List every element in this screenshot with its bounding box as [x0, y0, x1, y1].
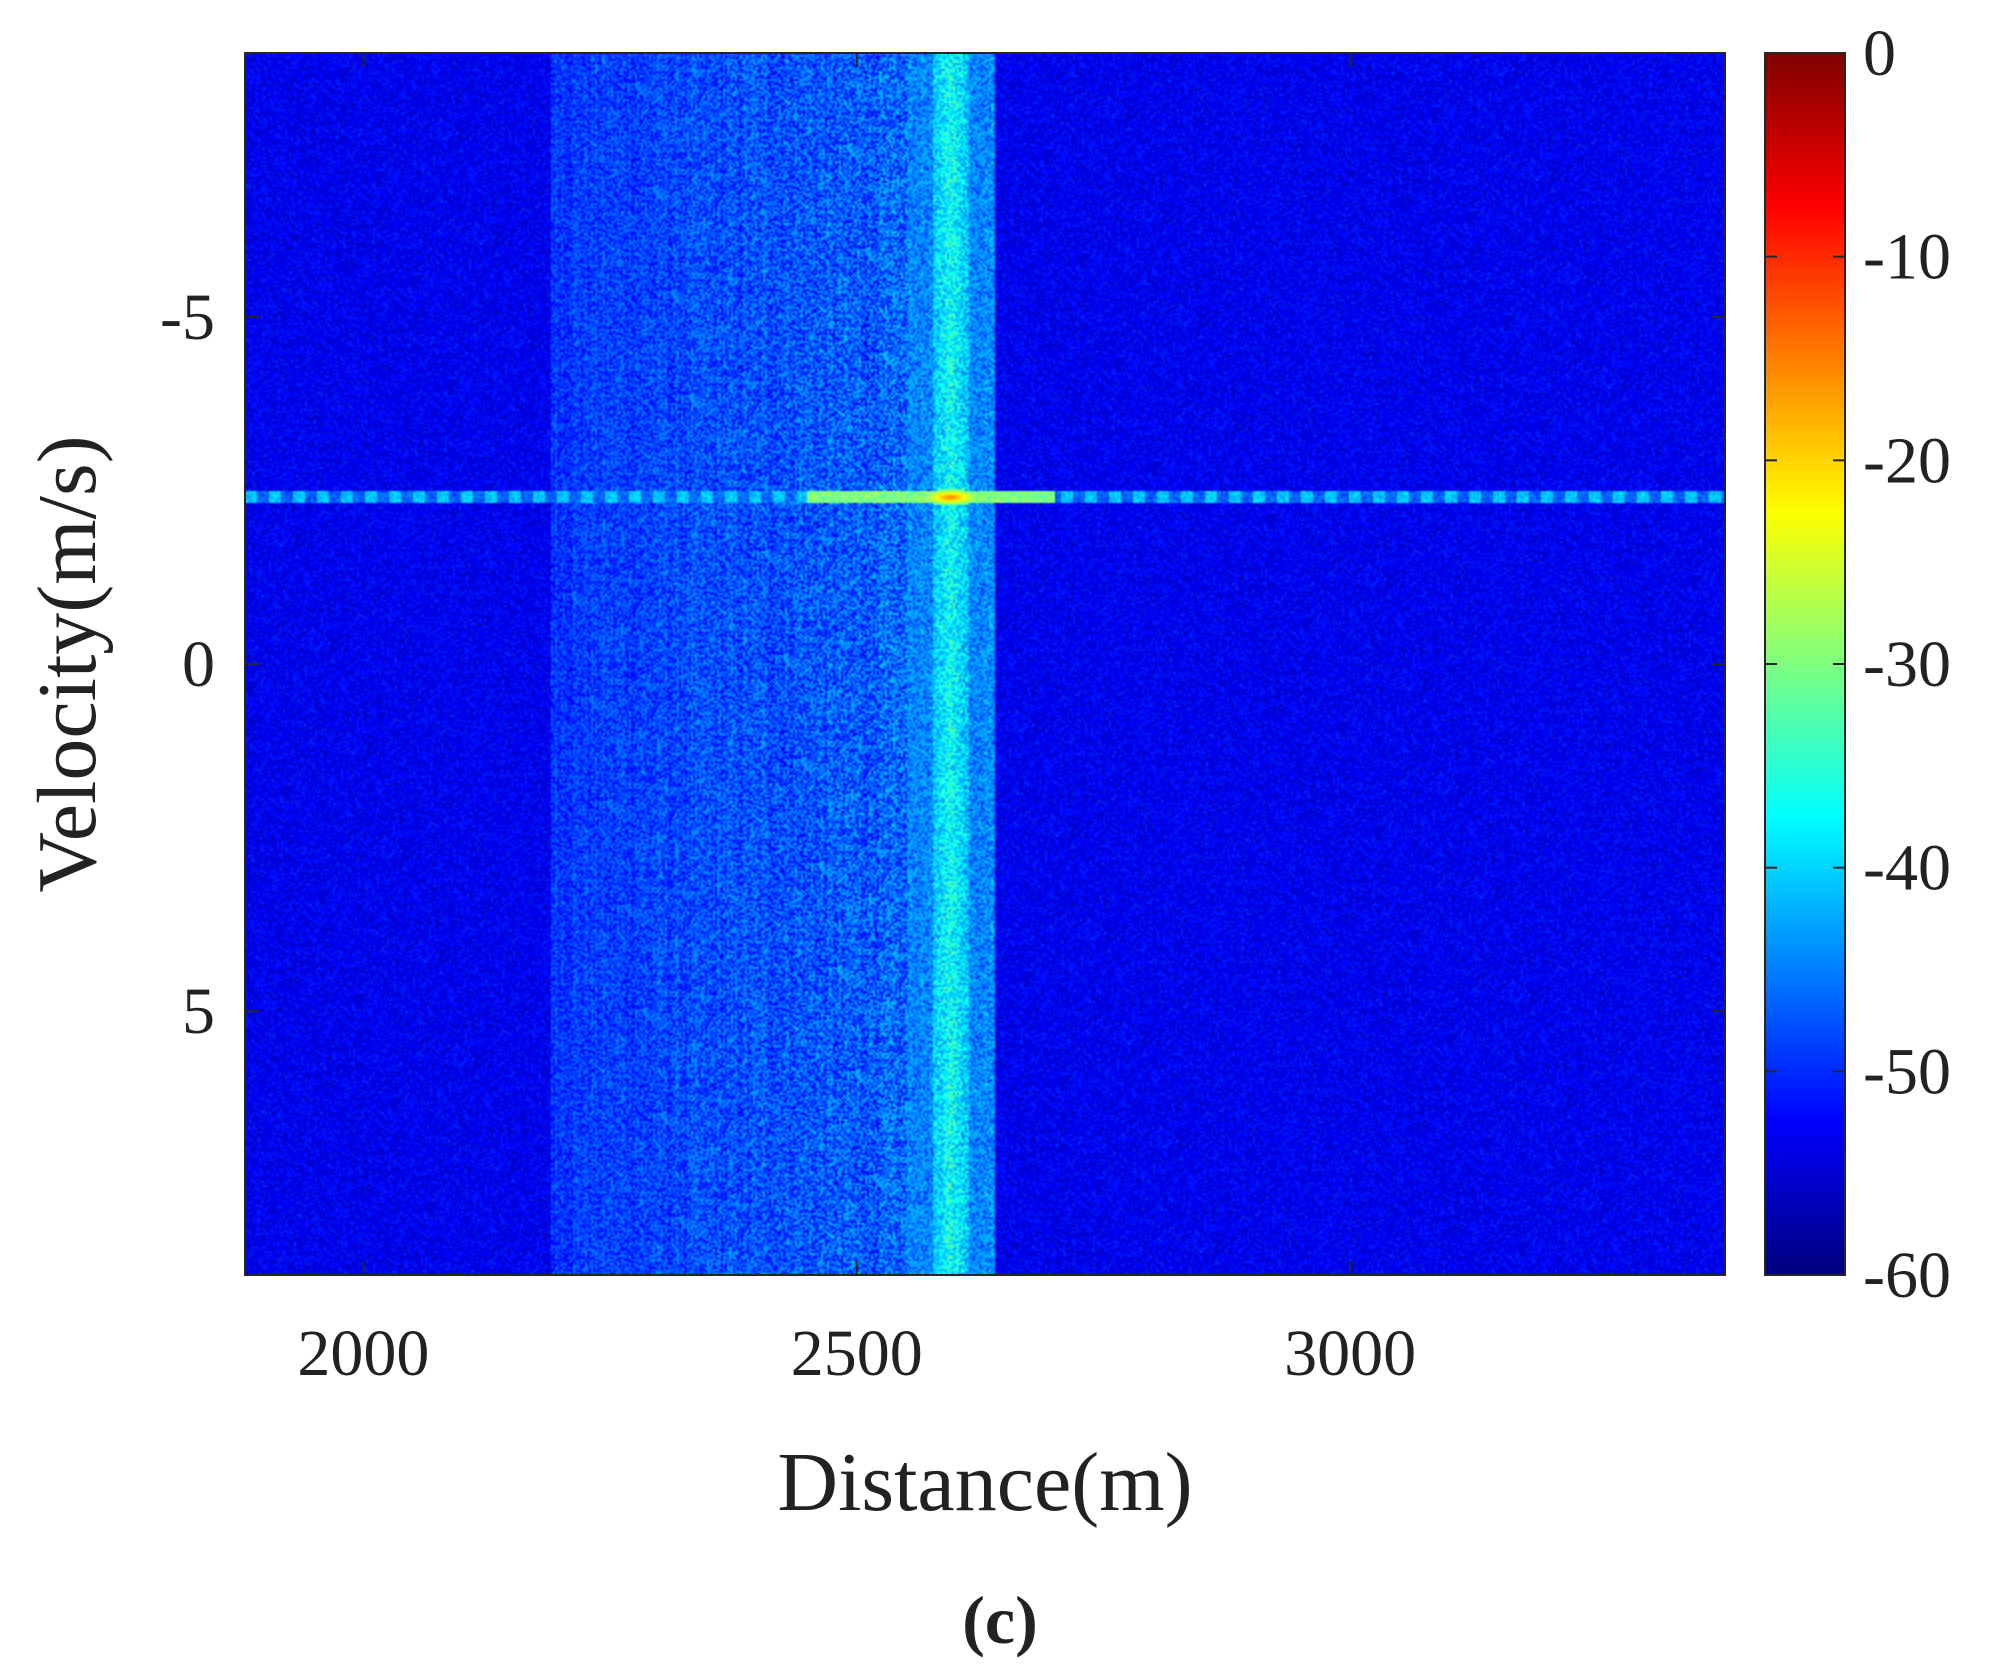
colorbar-tick-label: -60: [1863, 1239, 1951, 1312]
colorbar: [1765, 53, 1845, 1275]
colorbar-tick-label: -10: [1863, 221, 1951, 294]
x-tick-label: 2500: [791, 1317, 923, 1390]
y-axis-label: Velocity(m/s): [21, 435, 114, 892]
plot-frame: [244, 52, 1726, 1276]
panel-caption: (c): [962, 1582, 1037, 1658]
x-axis-label: Distance(m): [777, 1436, 1192, 1529]
colorbar-tick-label: -50: [1863, 1035, 1951, 1108]
colorbar-tick-label: -40: [1863, 832, 1951, 905]
colorbar-tick-label: -20: [1863, 424, 1951, 497]
x-tick-label: 2000: [297, 1317, 429, 1390]
axis-ticks: [245, 52, 1845, 1276]
y-tick-label: 5: [182, 975, 215, 1048]
y-tick-label: -5: [160, 281, 215, 354]
y-tick-label: 0: [182, 628, 215, 701]
x-tick-label: 3000: [1284, 1317, 1416, 1390]
colorbar-tick-label: -30: [1863, 628, 1951, 701]
colorbar-tick-label: 0: [1863, 17, 1896, 90]
range-doppler-heatmap: [245, 53, 1725, 1275]
